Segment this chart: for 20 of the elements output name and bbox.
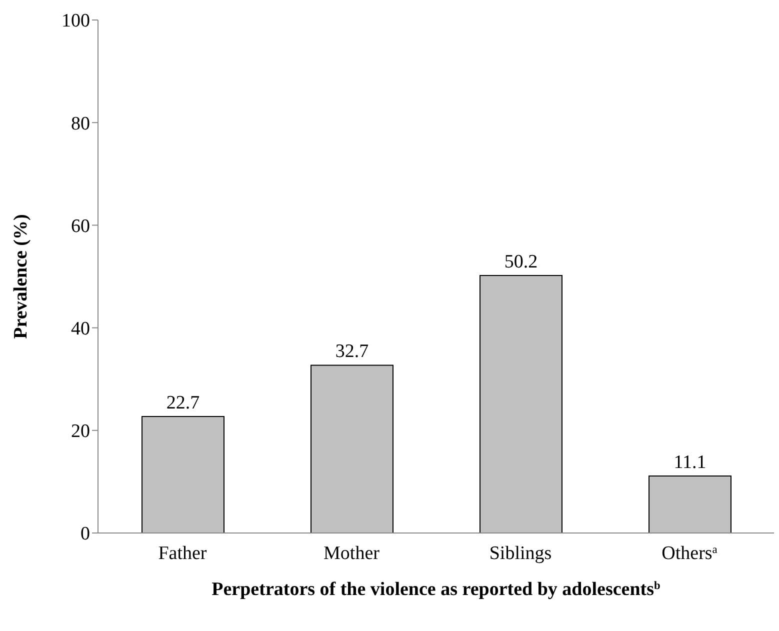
x-tick-label: Father [158, 543, 208, 564]
y-tick-label: 60 [71, 216, 90, 237]
x-tick-label: Siblings [489, 543, 552, 564]
y-tick-label: 20 [71, 421, 90, 442]
x-axis-title: Perpetrators of the violence as reported by adolescents$^{b}$ [212, 579, 660, 600]
data-label: 22.7 [166, 392, 200, 414]
y-tick-label: 80 [71, 113, 90, 134]
bar [480, 274, 562, 533]
bar [142, 416, 224, 533]
bar [310, 364, 394, 533]
bar [648, 476, 732, 533]
data-label: 11.1 [674, 452, 706, 474]
data-label: 32.7 [335, 341, 369, 362]
y-axis-title: Prevalence (%) [10, 214, 32, 339]
y-tick-label: 100 [62, 10, 90, 32]
y-tick-label: 0 [80, 524, 90, 545]
y-tick-label: 40 [71, 318, 90, 340]
data-label: 50.2 [504, 251, 538, 272]
x-tick-label: Mother [324, 543, 380, 564]
x-tick-label: Others$^{a}$ [662, 543, 718, 564]
